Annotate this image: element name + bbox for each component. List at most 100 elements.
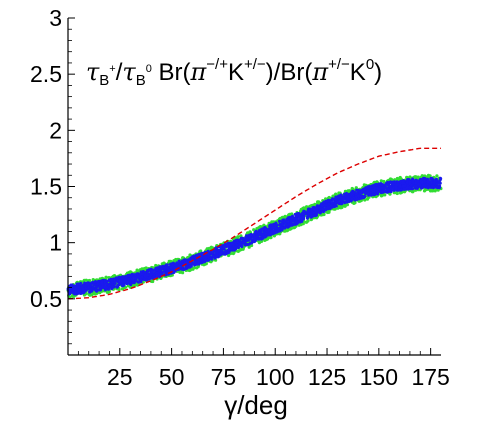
scatter-point: [373, 186, 377, 190]
scatter-point: [379, 179, 383, 183]
scatter-point: [241, 247, 245, 251]
scatter-point: [114, 276, 118, 280]
scatter-point: [204, 254, 208, 258]
annotation-sup3: −/+: [206, 56, 228, 73]
scatter-point: [327, 199, 330, 203]
scatter-point: [110, 284, 114, 288]
scatter-point: [235, 243, 239, 247]
scatter-point: [395, 183, 399, 187]
scatter-point: [207, 254, 211, 258]
scatter-point: [336, 206, 340, 210]
scatter-point: [343, 204, 347, 208]
scatter-point: [280, 226, 284, 230]
scatter-point: [202, 263, 206, 267]
scatter-point: [288, 216, 292, 220]
scatter-point: [324, 197, 328, 201]
scatter-point: [236, 235, 240, 239]
scatter-point: [73, 292, 76, 296]
scatter-point: [401, 180, 405, 183]
scatter-point: [91, 292, 95, 296]
scatter-point: [322, 200, 326, 204]
scatter-point: [110, 287, 114, 291]
scatter-point: [405, 186, 409, 190]
scatter-point: [261, 233, 265, 237]
y-tick-label: 0.5: [30, 286, 62, 312]
dashed-curve: [67, 147, 441, 300]
scatter-point: [414, 182, 418, 185]
scatter-point: [430, 176, 433, 180]
scatter-point: [320, 204, 324, 208]
scatter-point: [158, 269, 162, 273]
scatter-point: [103, 279, 106, 283]
scatter-point: [371, 193, 375, 197]
scatter-point: [420, 186, 424, 190]
scatter-point: [223, 252, 227, 256]
scatter-point: [278, 216, 282, 221]
scatter-point: [414, 176, 418, 180]
scatter-point: [91, 286, 95, 289]
scatter-point: [70, 283, 74, 287]
scatter-point: [324, 199, 328, 203]
annotation-sup1: +: [109, 63, 115, 75]
scatter-point: [408, 185, 412, 189]
scatter-point: [123, 279, 127, 283]
scatter-point: [245, 236, 249, 239]
scatter-point: [131, 281, 135, 285]
scatter-point: [306, 216, 309, 220]
scatter-point: [368, 190, 372, 194]
annotation-close: ): [374, 59, 382, 86]
scatter-point: [156, 273, 160, 277]
scatter-point: [268, 233, 271, 237]
scatter-point: [317, 206, 321, 210]
scatter-point: [359, 194, 363, 198]
scatter-point: [288, 227, 292, 231]
scatter-point: [190, 255, 194, 259]
annotation-sub1: B: [99, 72, 109, 89]
annotation-sup4: +/−: [244, 56, 266, 73]
scatter-point: [269, 230, 273, 234]
x-tick-label: 25: [107, 364, 133, 390]
scatter-point: [311, 206, 315, 210]
scatter-point: [337, 202, 341, 206]
scatter-point: [299, 215, 303, 219]
scatter-point: [350, 186, 354, 191]
scatter-point: [112, 280, 116, 284]
scatter-point: [88, 293, 92, 297]
y-tick-label: 3: [49, 5, 62, 31]
scatter-point: [215, 254, 219, 258]
scatter-point: [253, 240, 256, 244]
scatter-point: [275, 230, 278, 234]
scatter-point: [257, 237, 261, 241]
scatter-point: [283, 226, 287, 230]
scatter-point: [166, 266, 170, 269]
scatter-point: [197, 262, 201, 266]
scatter-point: [438, 176, 442, 180]
scatter-point: [127, 277, 131, 281]
scatter-point: [91, 280, 95, 284]
scatter-point: [383, 183, 387, 187]
scatter-point: [70, 286, 74, 290]
scatter-point: [81, 291, 85, 295]
scatter-point: [419, 178, 423, 182]
scatter-point: [414, 184, 418, 188]
scatter-point: [95, 285, 99, 289]
scatter-point: [333, 205, 337, 209]
scatter-point: [131, 275, 135, 279]
scatter-point: [306, 219, 310, 223]
scatter-point: [379, 182, 382, 186]
scatter-point: [278, 219, 282, 223]
scatter-point: [411, 179, 415, 183]
scatter-point: [336, 195, 340, 199]
scatter-point: [263, 235, 267, 239]
scatter-point: [93, 280, 97, 284]
scatter-point: [119, 282, 123, 286]
scatter-point: [179, 260, 183, 264]
scatter-point: [343, 193, 347, 197]
scatter-point: [246, 231, 250, 235]
scatter-point: [209, 257, 212, 261]
annotation-k2: K: [350, 59, 366, 86]
scatter-point: [100, 281, 104, 285]
scatter-point: [420, 181, 424, 185]
scatter-point: [97, 279, 101, 283]
annotation-sub2: B: [136, 72, 146, 89]
